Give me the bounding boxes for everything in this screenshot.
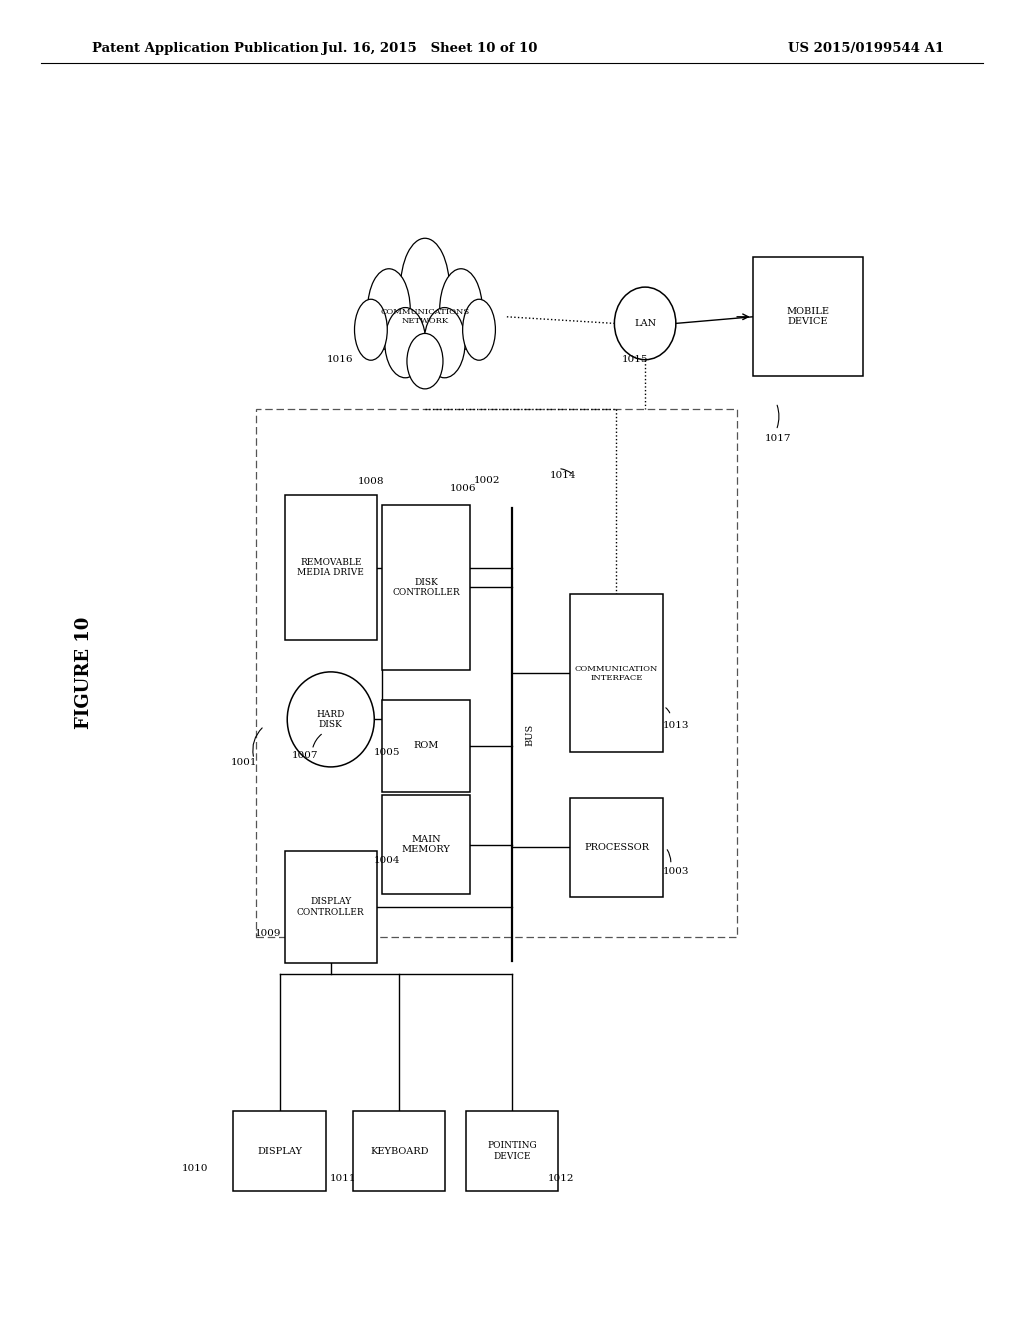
Ellipse shape (463, 300, 496, 360)
Text: 1005: 1005 (374, 748, 400, 756)
Ellipse shape (614, 286, 676, 359)
Text: 1004: 1004 (374, 857, 400, 865)
FancyBboxPatch shape (466, 1111, 558, 1191)
Text: 1014: 1014 (550, 471, 577, 479)
Text: 1007: 1007 (292, 751, 318, 759)
Ellipse shape (385, 308, 426, 378)
Ellipse shape (287, 672, 375, 767)
FancyBboxPatch shape (753, 257, 863, 376)
Text: KEYBOARD: KEYBOARD (370, 1147, 429, 1155)
Text: COMMUNICATIONS
NETWORK: COMMUNICATIONS NETWORK (380, 308, 470, 326)
Ellipse shape (407, 334, 443, 389)
FancyBboxPatch shape (353, 1111, 445, 1191)
Text: POINTING
DEVICE: POINTING DEVICE (487, 1142, 537, 1160)
Text: BUS: BUS (525, 723, 535, 746)
Text: Patent Application Publication: Patent Application Publication (92, 42, 318, 55)
Text: 1011: 1011 (330, 1175, 356, 1183)
FancyBboxPatch shape (233, 1111, 326, 1191)
FancyBboxPatch shape (285, 850, 377, 964)
Text: HARD
DISK: HARD DISK (316, 710, 345, 729)
FancyBboxPatch shape (383, 504, 469, 671)
Text: PROCESSOR: PROCESSOR (584, 843, 649, 851)
Text: US 2015/0199544 A1: US 2015/0199544 A1 (788, 42, 944, 55)
Ellipse shape (354, 300, 387, 360)
Ellipse shape (424, 308, 465, 378)
Text: 1016: 1016 (327, 355, 353, 363)
Text: REMOVABLE
MEDIA DRIVE: REMOVABLE MEDIA DRIVE (297, 558, 365, 577)
Text: DISPLAY: DISPLAY (257, 1147, 302, 1155)
FancyBboxPatch shape (256, 409, 737, 937)
Text: DISK
CONTROLLER: DISK CONTROLLER (392, 578, 460, 597)
Text: 1017: 1017 (765, 434, 792, 442)
Text: 1006: 1006 (450, 484, 476, 492)
Text: LAN: LAN (634, 319, 656, 327)
Ellipse shape (439, 269, 482, 350)
FancyBboxPatch shape (383, 700, 469, 792)
Text: FIGURE 10: FIGURE 10 (75, 616, 93, 730)
Text: ROM: ROM (414, 742, 438, 750)
Text: 1009: 1009 (255, 929, 282, 937)
Text: 1008: 1008 (357, 478, 384, 486)
Text: 1013: 1013 (663, 722, 689, 730)
Text: 1002: 1002 (474, 477, 501, 484)
FancyBboxPatch shape (285, 495, 377, 640)
FancyBboxPatch shape (570, 594, 663, 752)
Text: Jul. 16, 2015   Sheet 10 of 10: Jul. 16, 2015 Sheet 10 of 10 (323, 42, 538, 55)
Text: 1010: 1010 (181, 1164, 208, 1172)
Ellipse shape (368, 269, 411, 350)
Text: 1012: 1012 (548, 1175, 574, 1183)
Text: DISPLAY
CONTROLLER: DISPLAY CONTROLLER (297, 898, 365, 916)
Text: 1015: 1015 (622, 355, 648, 363)
FancyBboxPatch shape (570, 797, 663, 898)
Text: MOBILE
DEVICE: MOBILE DEVICE (786, 308, 829, 326)
Text: MAIN
MEMORY: MAIN MEMORY (401, 836, 451, 854)
Text: COMMUNICATION
INTERFACE: COMMUNICATION INTERFACE (574, 664, 658, 682)
Text: 1001: 1001 (230, 759, 257, 767)
Text: 1003: 1003 (663, 867, 689, 875)
Ellipse shape (400, 238, 450, 339)
FancyBboxPatch shape (383, 795, 469, 895)
